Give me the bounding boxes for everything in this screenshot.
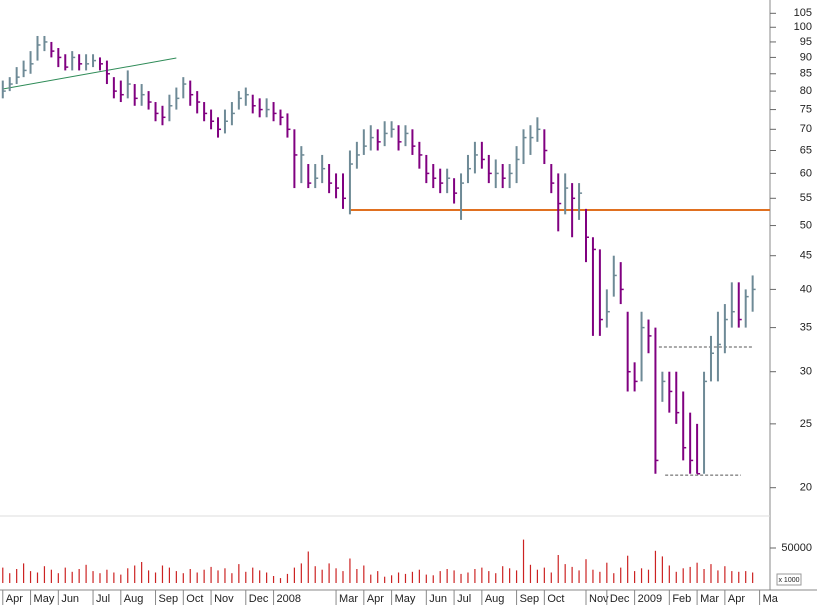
x-tick-label: Sep (159, 593, 179, 605)
x-tick-label: Aug (124, 593, 144, 605)
y-tick-label: 70 (800, 123, 812, 135)
x-tick-label: Aug (485, 593, 505, 605)
x-tick-label: Nov (589, 593, 609, 605)
y-tick-label: 40 (800, 283, 812, 295)
y-tick-label: 80 (800, 85, 812, 97)
x-tick-label: Mar (700, 593, 719, 605)
y-tick-label: 30 (800, 366, 812, 378)
x-tick-label: May (395, 593, 416, 605)
y-tick-label: 20 (800, 482, 812, 494)
x-tick-label: 2008 (277, 593, 301, 605)
y-tick-label: 65 (800, 144, 812, 156)
y-tick-label: 55 (800, 192, 812, 204)
x-tick-label: Nov (214, 593, 234, 605)
x-tick-label: Dec (610, 593, 630, 605)
y-tick-label: 75 (800, 103, 812, 115)
y-tick-label: 85 (800, 68, 812, 80)
y-tick-label: 25 (800, 418, 812, 430)
scale-box (776, 573, 802, 586)
x-tick-label: Apr (367, 593, 384, 605)
volume-scale-label: x 1000 (778, 577, 799, 584)
x-tick-label: Jun (61, 593, 79, 605)
x-tick-label: Oct (186, 593, 203, 605)
x-tick-label: 2009 (638, 593, 662, 605)
x-tick-label: Apr (6, 593, 23, 605)
y-tick-label: 60 (800, 167, 812, 179)
x-tick-label: Mar (339, 593, 358, 605)
x-tick-label: Oct (547, 593, 564, 605)
trend-line (2, 57, 177, 90)
volume-tick-label: 50000 (781, 542, 812, 554)
y-tick-label: 35 (800, 322, 812, 334)
x-tick-label: Apr (728, 593, 745, 605)
y-tick-label: 45 (800, 250, 812, 262)
x-tick-label: May (34, 593, 55, 605)
x-tick-label: Ma (763, 593, 779, 605)
x-tick-label: Dec (249, 593, 269, 605)
y-tick-label: 105 (794, 7, 812, 19)
y-tick-label: 50 (800, 219, 812, 231)
y-tick-label: 95 (800, 36, 812, 48)
y-tick-label: 90 (800, 51, 812, 63)
x-tick-label: Jul (457, 593, 471, 605)
x-tick-label: Jun (429, 593, 447, 605)
x-tick-label: Feb (672, 593, 691, 605)
x-tick-label: Sep (520, 593, 540, 605)
x-tick-label: Jul (96, 593, 110, 605)
y-tick-label: 100 (794, 21, 812, 33)
